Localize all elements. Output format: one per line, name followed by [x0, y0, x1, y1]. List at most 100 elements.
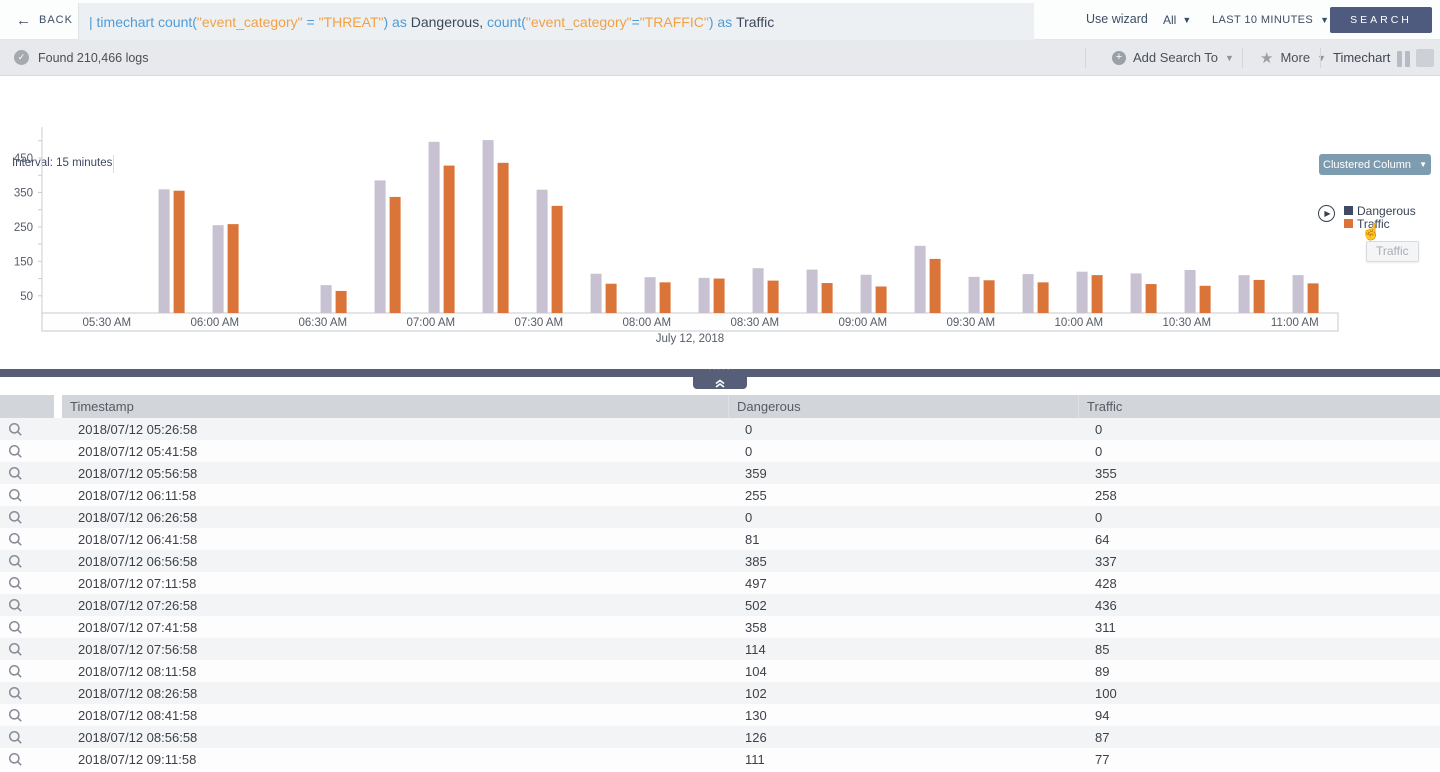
query-token: "TRAFFIC" [639, 13, 709, 30]
bar-traffic[interactable] [551, 205, 563, 313]
bar-traffic[interactable] [335, 290, 347, 313]
row-magnifier-button[interactable] [0, 576, 70, 591]
cell-traffic: 89 [1095, 663, 1110, 679]
row-magnifier-button[interactable] [0, 422, 70, 437]
bar-dangerous[interactable] [1292, 275, 1304, 313]
bar-dangerous[interactable] [1130, 273, 1142, 313]
bar-traffic[interactable] [1253, 279, 1265, 313]
row-magnifier-button[interactable] [0, 752, 70, 767]
bar-dangerous[interactable] [1238, 275, 1250, 313]
time-range-dropdown[interactable]: LAST 10 MINUTES ▼ [1212, 14, 1329, 26]
bar-dangerous[interactable] [1076, 271, 1088, 313]
bar-traffic[interactable] [1037, 282, 1049, 313]
x-axis-date-label: July 12, 2018 [656, 333, 724, 345]
row-magnifier-button[interactable] [0, 510, 70, 525]
bar-traffic[interactable] [1307, 283, 1319, 313]
results-table: Timestamp Dangerous Traffic 2018/07/12 0… [0, 395, 1440, 772]
row-magnifier-button[interactable] [0, 642, 70, 657]
bar-traffic[interactable] [929, 258, 941, 313]
bar-traffic[interactable] [173, 190, 185, 313]
bar-traffic[interactable] [497, 162, 509, 313]
interval-label: Interval: 15 minutes [12, 157, 113, 169]
plus-circle-icon: + [1112, 50, 1126, 65]
bar-dangerous[interactable] [374, 180, 386, 313]
cell-dangerous: 81 [745, 531, 760, 547]
bar-traffic[interactable] [1199, 285, 1211, 313]
column-view-icon[interactable] [1394, 49, 1412, 67]
more-button[interactable]: ★ More ▼ [1260, 40, 1326, 75]
bar-traffic[interactable] [821, 283, 833, 313]
panel-divider[interactable] [0, 369, 1440, 377]
bar-dangerous[interactable] [860, 274, 872, 313]
row-magnifier-button[interactable] [0, 730, 70, 745]
row-magnifier-button[interactable] [0, 444, 70, 459]
row-magnifier-button[interactable] [0, 664, 70, 679]
column-header-traffic[interactable]: Traffic [1087, 399, 1123, 414]
bar-dangerous[interactable] [536, 189, 548, 313]
bar-traffic[interactable] [389, 196, 401, 313]
bar-traffic[interactable] [983, 280, 995, 313]
bar-traffic[interactable] [875, 286, 887, 313]
play-button[interactable]: ▶ [1318, 205, 1335, 222]
query-token: "event_category" [525, 13, 632, 30]
chart-type-dropdown[interactable]: Clustered Column ▼ [1319, 154, 1431, 175]
query-input[interactable]: | timechart count("event_category" = "TH… [78, 3, 1034, 40]
bar-traffic[interactable] [227, 224, 239, 313]
row-magnifier-button[interactable] [0, 620, 70, 635]
use-wizard-link[interactable]: Use wizard [1086, 12, 1148, 26]
magnifier-icon [8, 488, 22, 502]
bar-dangerous[interactable] [320, 285, 332, 313]
cell-traffic: 0 [1095, 509, 1103, 525]
row-magnifier-button[interactable] [0, 598, 70, 613]
bar-dangerous[interactable] [914, 245, 926, 313]
column-header-dangerous[interactable]: Dangerous [729, 395, 1079, 418]
bar-dangerous[interactable] [644, 277, 656, 313]
bar-traffic[interactable] [443, 165, 455, 313]
row-magnifier-button[interactable] [0, 708, 70, 723]
search-button[interactable]: SEARCH [1330, 7, 1432, 33]
bar-dangerous[interactable] [698, 277, 710, 313]
grid-view-icon[interactable] [1416, 49, 1434, 67]
bar-dangerous[interactable] [1022, 274, 1034, 313]
bar-dangerous[interactable] [1184, 269, 1196, 313]
back-button[interactable]: ← BACK [16, 0, 73, 40]
row-magnifier-button[interactable] [0, 466, 70, 481]
row-magnifier-button[interactable] [0, 488, 70, 503]
bar-dangerous[interactable] [806, 269, 818, 313]
bar-traffic[interactable] [1145, 284, 1157, 313]
row-magnifier-button[interactable] [0, 686, 70, 701]
bar-dangerous[interactable] [428, 141, 440, 313]
chevron-down-icon: ▼ [1317, 52, 1326, 63]
cell-dangerous: 359 [745, 465, 767, 481]
bar-traffic[interactable] [713, 278, 725, 313]
icon-column-header [0, 395, 62, 418]
bar-dangerous[interactable] [212, 225, 224, 313]
cell-timestamp: 2018/07/12 06:56:58 [78, 553, 198, 569]
bar-traffic[interactable] [1091, 275, 1103, 313]
toolbar-divider [1085, 48, 1086, 68]
legend-item-traffic[interactable]: Traffic [1344, 217, 1416, 231]
add-search-to-button[interactable]: + Add Search To ▼ [1112, 40, 1234, 75]
legend-swatch [1344, 206, 1353, 215]
cell-dangerous: 0 [745, 443, 753, 459]
row-magnifier-button[interactable] [0, 554, 70, 569]
bar-dangerous[interactable] [752, 268, 764, 313]
bar-traffic[interactable] [659, 282, 671, 313]
y-tick-label: 50 [20, 291, 33, 303]
bar-dangerous[interactable] [590, 273, 602, 313]
cell-timestamp: 2018/07/12 05:26:58 [78, 421, 198, 437]
legend-item-dangerous[interactable]: Dangerous [1344, 204, 1416, 218]
bar-dangerous[interactable] [968, 276, 980, 313]
row-magnifier-button[interactable] [0, 532, 70, 547]
scope-dropdown[interactable]: All ▼ [1163, 13, 1191, 27]
bar-traffic[interactable] [767, 280, 779, 313]
bar-dangerous[interactable] [482, 140, 494, 313]
table-row: 2018/07/12 05:41:58 0 0 [0, 440, 1440, 462]
bar-traffic[interactable] [605, 283, 617, 313]
bar-dangerous[interactable] [158, 189, 170, 313]
table-row: 2018/07/12 08:41:58 130 94 [0, 704, 1440, 726]
legend-tooltip: Traffic [1366, 241, 1419, 262]
collapse-chart-button[interactable] [693, 377, 747, 389]
column-header-timestamp[interactable]: Timestamp [62, 395, 729, 418]
cell-dangerous: 102 [745, 685, 767, 701]
